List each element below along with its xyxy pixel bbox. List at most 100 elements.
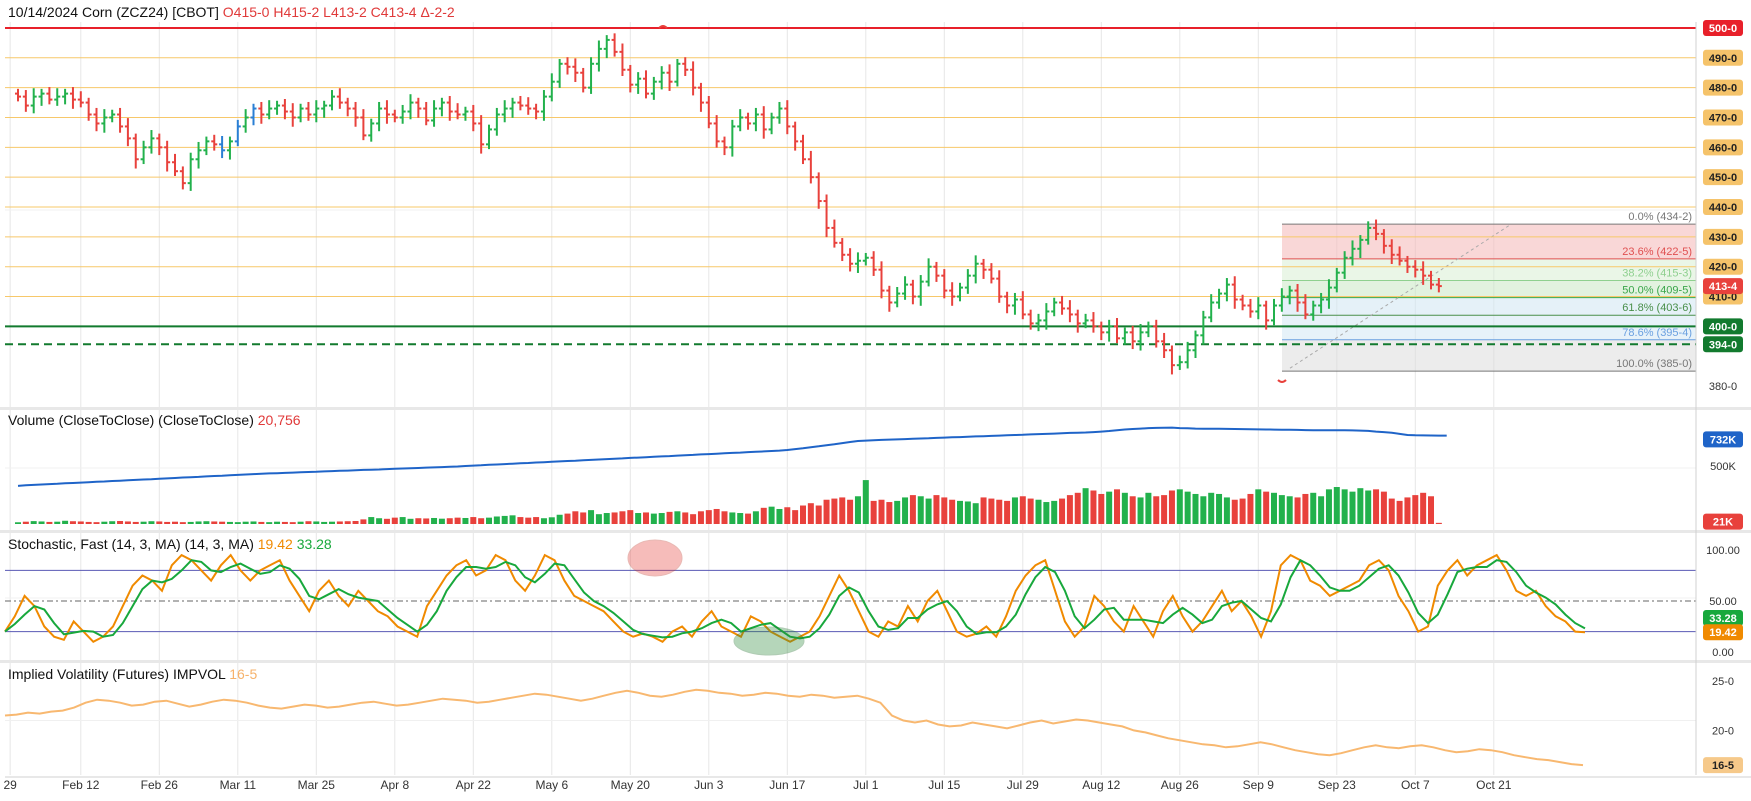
stochastic-d-line [4,558,1586,640]
volume-bar [847,499,854,524]
price-bar [1043,303,1050,330]
volume-bar [376,518,383,524]
volume-bar [941,497,948,524]
price-bar [1098,321,1105,341]
price-bar [164,140,171,172]
support-level-badge [1703,318,1743,335]
price-bar [132,133,139,169]
price-bar [1404,255,1411,273]
volume-bar [383,518,390,524]
volume-bar [54,521,61,524]
price-bar [721,136,728,156]
volume-bar [1059,498,1066,524]
volume-bar [815,505,822,524]
price-bar [1294,284,1301,312]
volume-panel-label: Volume (CloseToClose) (CloseToClose) 20,… [8,412,301,428]
volume-bar [533,517,540,524]
iv-last-badge [1703,757,1743,774]
date-label: Apr 22 [456,778,492,792]
volume-bar [101,521,108,524]
price-bar [187,152,194,191]
price-bar [1435,278,1442,293]
volume-bar [179,522,186,524]
price-bar [1341,251,1348,279]
price-bar [391,109,398,123]
volume-bar [713,508,720,524]
volume-bar [1404,497,1411,524]
price-bar [109,109,116,123]
price-bar [1286,285,1293,305]
date-label: Sep 23 [1318,778,1356,792]
volume-bar [132,521,139,524]
price-bar [870,251,877,276]
volume-bar [203,521,210,524]
price-bar [807,150,814,184]
volume-tick-label: 500K [1710,461,1736,473]
price-tick-badge [1703,49,1743,66]
fib-zone [1282,224,1696,259]
volume-bar [1286,496,1293,524]
volume-bar [1019,496,1026,524]
price-bar [85,97,92,121]
price-bar [917,275,924,306]
volume-bar [611,512,618,524]
date-label: Oct 7 [1401,778,1430,792]
price-bar [140,140,147,165]
price-bar [93,107,100,132]
volume-bar [438,518,445,524]
price-bar [101,109,108,133]
volume-bar [266,522,273,524]
price-bar [894,286,901,308]
volume-bar [242,521,249,524]
fib-label: 78.6% (395-4) [1622,327,1692,339]
volume-bar [156,521,163,524]
fib-label: 50.0% (409-5) [1622,285,1692,297]
price-bar [1106,319,1113,342]
volume-bar [980,497,987,524]
stoch-tick-label: 0.00 [1712,647,1733,659]
volume-bar [1231,499,1238,524]
volume-bar [423,518,430,524]
price-bar [407,94,414,120]
impvol-label: Implied Volatility (Futures) IMPVOL [8,666,226,682]
volume-bar [1184,491,1191,524]
price-bar [1082,313,1089,329]
fib-zone [1282,315,1696,340]
volume-bar [211,521,218,524]
price-bar [580,67,587,93]
price-bar [431,100,438,127]
swing-high-marker [658,25,668,29]
fib-label: 23.6% (422-5) [1622,246,1692,258]
price-bar [839,238,846,262]
date-label: May 20 [611,778,651,792]
volume-bar [1106,491,1113,524]
price-bar [1216,288,1223,309]
price-bar [336,88,343,109]
price-bar [760,106,767,139]
price-bar [376,101,383,132]
volume-bar [336,521,343,524]
price-bar [776,101,783,124]
price-bar [611,33,618,57]
fib-trend-line [1289,224,1511,369]
price-bar [179,166,186,190]
price-bar [862,252,869,266]
price-bar [737,109,744,132]
volume-bar [187,521,194,524]
price-bar [1271,298,1277,326]
price-tick-badge-text: 420-0 [1709,262,1737,274]
volume-bar [572,511,579,524]
volume-bar [352,520,359,524]
volume-bar [588,510,595,524]
price-bar [588,57,595,94]
chart-header: 10/14/2024 Corn (ZCZ24) [CBOT] O415-0 H4… [8,4,455,20]
stoch-k-badge-text: 19.42 [1709,627,1737,639]
volume-bar [870,500,877,524]
volume-bar [281,521,288,524]
last-price-badge [1703,278,1743,295]
price-bar [650,76,657,100]
price-bar [1153,319,1160,348]
price-bar [493,107,500,136]
price-bar [289,103,296,127]
volume-bar [902,497,909,524]
